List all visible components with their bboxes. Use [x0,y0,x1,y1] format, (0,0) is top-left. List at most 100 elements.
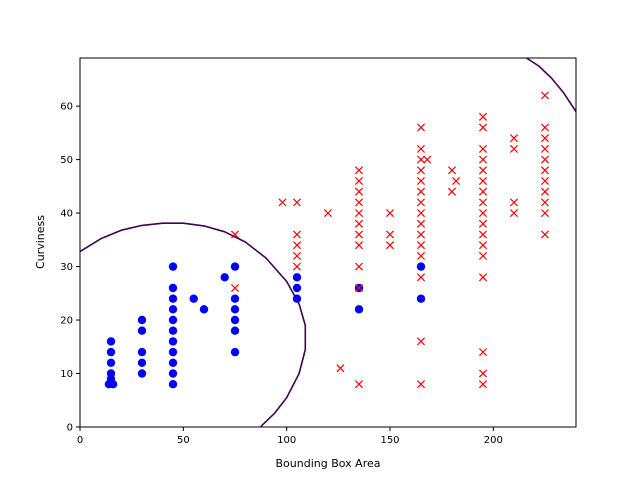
data-point-x [478,176,488,186]
data-point-x [278,198,287,207]
y-tick-label: 60 [60,102,73,113]
data-point-circle [230,315,240,325]
data-point-x [478,241,488,250]
data-point-x [478,187,488,196]
data-point-circle [106,347,116,357]
data-point-circle [137,369,147,378]
data-point-x [354,166,364,175]
data-point-x [336,364,345,373]
data-point-x [540,176,550,186]
data-point-x [416,198,426,207]
data-point-x [478,230,488,239]
data-point-x [416,144,426,153]
data-point-circle [168,358,178,367]
data-point-x [354,241,364,250]
data-point-x [478,251,488,260]
data-point-x [478,166,488,175]
data-point-circle [230,347,240,357]
data-point-x [478,144,488,153]
data-point-x [540,230,550,239]
y-tick-label: 0 [67,423,73,434]
data-point-circle [354,305,364,314]
data-point-x [509,198,519,207]
y-axis-label: Curviness [34,215,47,269]
data-point-x [416,123,426,132]
data-point-x [416,251,426,260]
data-point-x [354,198,364,207]
data-point-x [478,219,488,228]
data-point-x [230,230,240,239]
data-point-circle [230,294,240,303]
data-point-x [354,209,364,218]
data-point-x [416,176,426,186]
x-tick-label: 200 [484,435,503,446]
decision-boundary-curve-1 [525,58,576,112]
data-point-x [416,380,426,389]
data-point-x [416,219,426,228]
x-tick-label: 0 [77,435,83,446]
data-point-x [423,155,432,164]
data-point-circle [106,369,116,378]
data-point-x [416,187,426,196]
data-point-x [478,273,488,282]
data-point-x [478,123,488,132]
data-point-x [478,155,488,164]
data-point-x [478,348,488,357]
x-tick-label: 50 [177,435,190,446]
data-point-x [416,166,426,175]
data-point-circle [292,283,302,293]
y-tick-label: 20 [60,316,73,327]
y-tick-label: 40 [60,209,73,220]
data-point-circle [168,315,178,325]
data-point-x [540,155,550,164]
x-tick-label: 150 [380,435,399,446]
data-point-circle [168,347,178,357]
data-point-x [540,198,550,207]
data-point-circle [137,326,147,335]
data-point-x [354,187,364,196]
data-point-x [478,209,488,218]
data-point-x [447,166,457,175]
data-point-x [509,209,519,218]
data-point-x [292,198,302,207]
data-point-x [478,380,488,389]
data-point-x [540,187,550,196]
data-point-x [354,230,364,239]
data-point-x [292,251,302,260]
data-point-circle [199,305,209,314]
data-point-x [323,209,333,218]
data-point-x [354,380,364,389]
data-point-x [540,144,550,153]
y-tick-label: 10 [60,369,73,380]
data-point-x [354,262,364,271]
data-point-circle [230,262,240,271]
data-point-circle [416,262,426,271]
data-point-circle [230,326,240,335]
data-point-circle [292,273,302,282]
decision-boundary-curve-0 [80,222,307,427]
x-tick-label: 100 [277,435,296,446]
data-point-circle [168,305,178,314]
data-point-circle [168,326,178,335]
data-point-circle [168,337,178,346]
data-point-x [540,91,550,100]
y-tick-label: 50 [60,155,73,166]
data-point-circle [137,347,147,357]
data-point-x [478,198,488,207]
data-point-x [292,262,302,271]
data-point-x [478,369,488,378]
data-point-circle [137,358,147,367]
data-point-x [447,187,457,196]
data-point-circle [230,305,240,314]
y-tick-label: 30 [60,262,73,273]
data-point-x [416,337,426,346]
data-point-x [354,283,364,293]
data-point-x [416,209,426,218]
data-point-circle [168,283,178,293]
data-point-x [509,134,519,143]
data-point-x [452,176,461,186]
data-point-x [230,283,240,293]
data-point-x [416,155,426,164]
